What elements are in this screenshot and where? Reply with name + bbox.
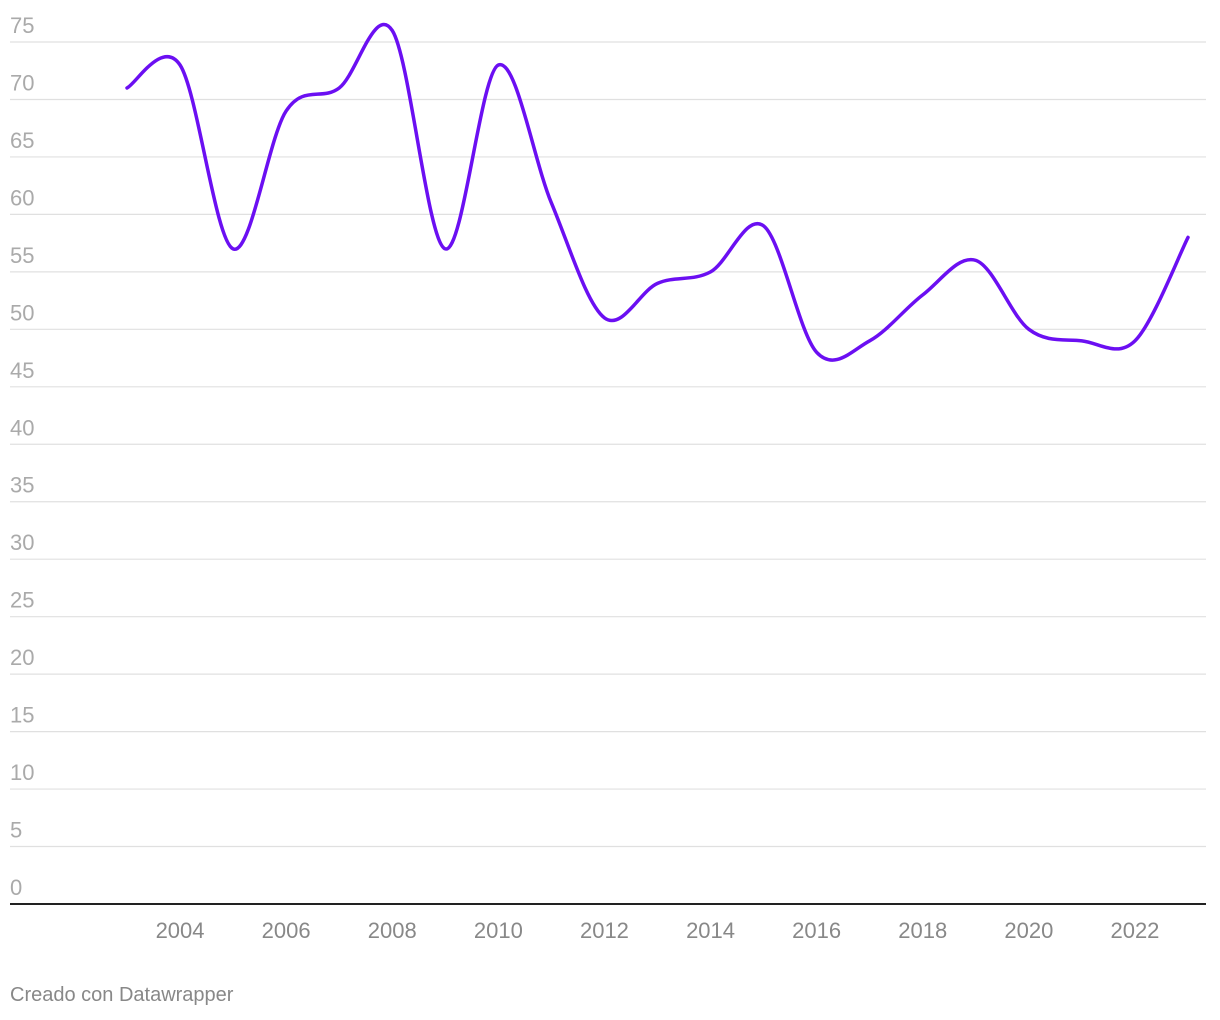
footer-credit: Creado con Datawrapper xyxy=(10,984,234,1006)
x-tick-label: 2016 xyxy=(792,918,841,943)
y-tick-label: 65 xyxy=(10,128,34,153)
y-tick-label: 0 xyxy=(10,875,22,900)
y-tick-label: 55 xyxy=(10,243,34,268)
x-tick-label: 2020 xyxy=(1004,918,1053,943)
y-tick-label: 40 xyxy=(10,415,34,440)
x-tick-label: 2012 xyxy=(580,918,629,943)
x-tick-label: 2010 xyxy=(474,918,523,943)
y-tick-label: 35 xyxy=(10,473,34,498)
y-tick-label: 30 xyxy=(10,530,34,555)
y-tick-label: 10 xyxy=(10,760,34,785)
x-tick-label: 2014 xyxy=(686,918,735,943)
gridlines xyxy=(10,41,1206,848)
y-tick-label: 25 xyxy=(10,588,34,613)
y-tick-label: 45 xyxy=(10,358,34,383)
y-tick-label: 70 xyxy=(10,70,34,95)
y-tick-label: 60 xyxy=(10,185,34,210)
x-tick-label: 2022 xyxy=(1110,918,1159,943)
y-tick-label: 75 xyxy=(10,13,34,38)
y-tick-label: 15 xyxy=(10,703,34,728)
y-axis-tick-labels: 0 5 10 15 20 25 30 35 40 45 50 55 60 65 70 75 xyxy=(10,13,34,900)
y-tick-label: 50 xyxy=(10,300,34,325)
x-axis-tick-labels: 2004 2006 2008 2010 2012 2014 2016 2018 2020 2022 xyxy=(156,918,1160,943)
x-tick-label: 2004 xyxy=(156,918,205,943)
x-tick-label: 2008 xyxy=(368,918,417,943)
series-line xyxy=(125,22,1190,362)
y-tick-label: 5 xyxy=(10,818,22,843)
x-tick-label: 2018 xyxy=(898,918,947,943)
x-tick-label: 2006 xyxy=(262,918,311,943)
y-tick-label: 20 xyxy=(10,645,34,670)
